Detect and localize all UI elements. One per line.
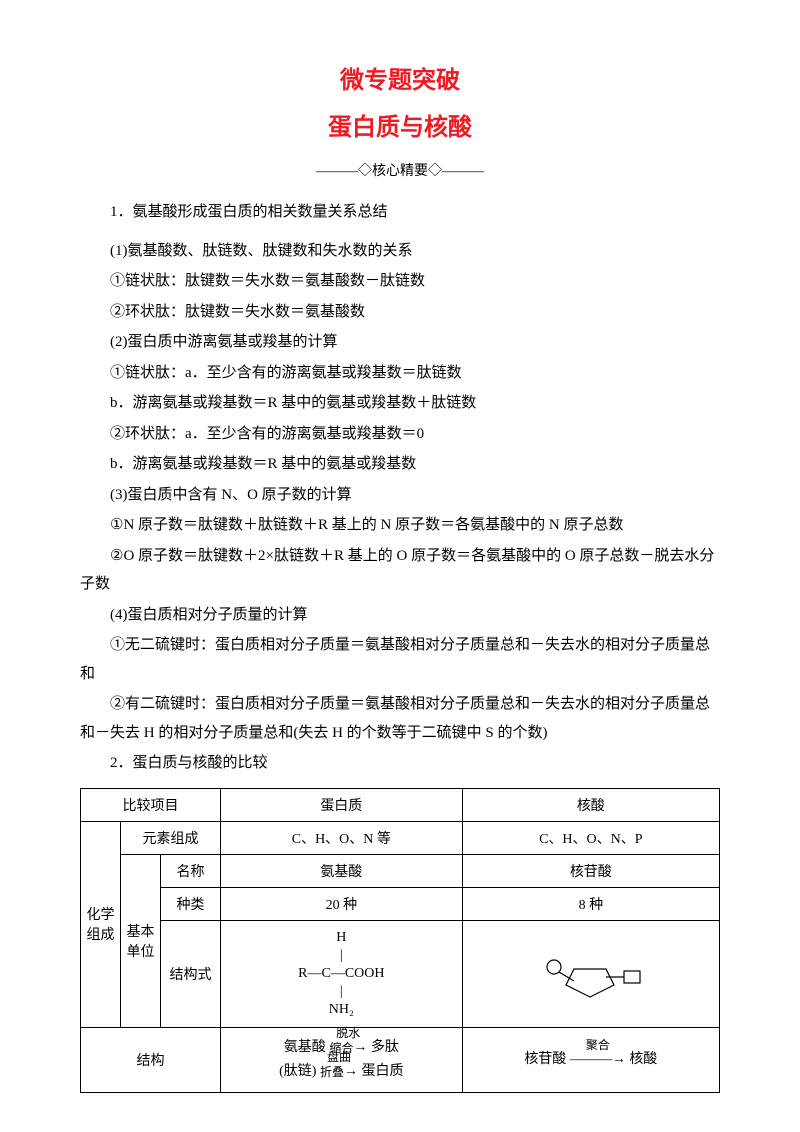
label-amino-acid: 氨基酸: [284, 1040, 326, 1055]
cell-name-label: 名称: [161, 854, 221, 887]
label-polypeptide: 多肽: [371, 1040, 399, 1055]
formula-h: H: [298, 929, 384, 947]
body-text: b．游离氨基或羧基数＝R 基中的氨基或羧基数: [80, 450, 720, 479]
section-1-header: 1．氨基酸形成蛋白质的相关数量关系总结: [80, 198, 720, 227]
arrow-folding: 盘曲 折叠→: [320, 1062, 358, 1082]
cell-amino-acid: 氨基酸: [221, 854, 463, 887]
cell-protein-structure-process: 氨基酸 脱水 缩合→ 多肽 (肽链) 盘曲 折叠→ 蛋白质: [221, 1028, 463, 1092]
arrow-polymerization: 聚合 ———→: [570, 1050, 626, 1070]
table-row: 结构 氨基酸 脱水 缩合→ 多肽 (肽链) 盘曲 折叠→ 蛋白质 核苷酸: [81, 1028, 720, 1092]
table-row: 化学组成 元素组成 C、H、O、N 等 C、H、O、N、P: [81, 821, 720, 854]
cell-nucleotide-formula: [462, 920, 719, 1028]
table-row: 比较项目 蛋白质 核酸: [81, 788, 720, 821]
label-protein: 蛋白质: [361, 1064, 403, 1079]
body-text: ②环状肽：a．至少含有的游离氨基或羧基数＝0: [80, 420, 720, 449]
header-protein: 蛋白质: [221, 788, 463, 821]
cell-na-kinds: 8 种: [462, 887, 719, 920]
comparison-table: 比较项目 蛋白质 核酸 化学组成 元素组成 C、H、O、N 等 C、H、O、N、…: [80, 788, 720, 1093]
body-text: ①链状肽：肽键数＝失水数＝氨基酸数－肽链数: [80, 267, 720, 296]
label-nucleotide: 核苷酸: [524, 1052, 566, 1067]
body-text: (2)蛋白质中游离氨基或羧基的计算: [80, 328, 720, 357]
body-text: ②O 原子数＝肽键数＋2×肽链数＋R 基上的 O 原子数＝各氨基酸中的 O 原子…: [80, 542, 720, 599]
formula-bond: |: [298, 947, 384, 965]
body-text: ①链状肽：a．至少含有的游离氨基或羧基数＝肽链数: [80, 359, 720, 388]
label-peptide-chain: (肽链): [279, 1064, 316, 1079]
arrow-top-label: 脱水: [336, 1025, 360, 1042]
body-text: (3)蛋白质中含有 N、O 原子数的计算: [80, 481, 720, 510]
section-divider: ———◇核心精要◇———: [80, 160, 720, 180]
cell-nucleotide: 核苷酸: [462, 854, 719, 887]
label-nucleic-acid: 核酸: [629, 1052, 657, 1067]
cell-na-structure-process: 核苷酸 聚合 ———→ 核酸: [462, 1028, 719, 1092]
cell-protein-kinds: 20 种: [221, 887, 463, 920]
arrow-bot-label: 折叠: [320, 1065, 344, 1079]
cell-kind-label: 种类: [161, 887, 221, 920]
body-text: ①无二硫键时：蛋白质相对分子质量＝氨基酸相对分子质量总和－失去水的相对分子质量总…: [80, 631, 720, 688]
body-text: ①N 原子数＝肽键数＋肽链数＋R 基上的 N 原子数＝各氨基酸中的 N 原子总数: [80, 511, 720, 540]
body-text: ②有二硫键时：蛋白质相对分子质量＝氨基酸相对分子质量总和－失去水的相对分子质量总…: [80, 690, 720, 747]
formula-nh2: NH₂: [298, 1001, 384, 1019]
section-2-header: 2．蛋白质与核酸的比较: [80, 749, 720, 778]
arrow-icon: →: [344, 1064, 358, 1079]
body-text: ②环状肽：肽键数＝失水数＝氨基酸数: [80, 298, 720, 327]
arrow-top-label: 聚合: [586, 1037, 610, 1054]
body-text: (4)蛋白质相对分子质量的计算: [80, 601, 720, 630]
cell-element-composition: 元素组成: [121, 821, 221, 854]
nucleotide-structure-icon: [536, 949, 646, 999]
cell-amino-acid-formula: H | R—C—COOH | NH₂: [221, 920, 463, 1028]
formula-bond: |: [298, 983, 384, 1001]
formula-main: R—C—COOH: [298, 965, 384, 983]
arrow-icon: →: [353, 1040, 367, 1055]
arrow-icon: ———→: [570, 1052, 626, 1067]
header-compare: 比较项目: [81, 788, 221, 821]
body-text: b．游离氨基或羧基数＝R 基中的氨基或羧基数＋肽链数: [80, 389, 720, 418]
cell-chemical-composition: 化学组成: [81, 821, 121, 1028]
cell-na-elements: C、H、O、N、P: [462, 821, 719, 854]
header-nucleic-acid: 核酸: [462, 788, 719, 821]
cell-structure-formula-label: 结构式: [161, 920, 221, 1028]
sub-title: 蛋白质与核酸: [80, 107, 720, 142]
cell-protein-elements: C、H、O、N 等: [221, 821, 463, 854]
cell-structure-label: 结构: [81, 1028, 221, 1092]
body-text: (1)氨基酸数、肽链数、肽键数和失水数的关系: [80, 237, 720, 266]
table-row: 结构式 H | R—C—COOH | NH₂: [81, 920, 720, 1028]
arrow-top-label: 盘曲: [327, 1049, 351, 1066]
table-row: 基本单位 名称 氨基酸 核苷酸: [81, 854, 720, 887]
table-row: 种类 20 种 8 种: [81, 887, 720, 920]
cell-basic-unit: 基本单位: [121, 854, 161, 1028]
main-title: 微专题突破: [80, 60, 720, 95]
